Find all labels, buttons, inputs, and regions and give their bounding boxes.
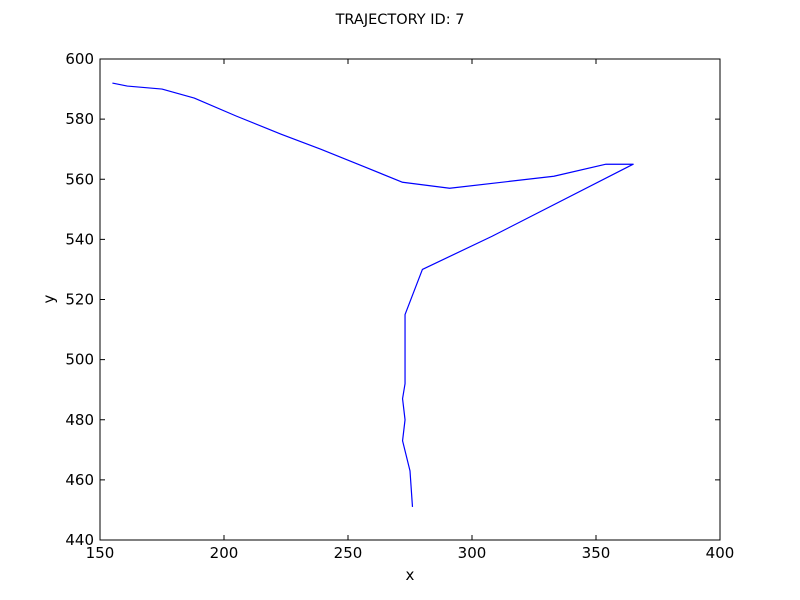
y-axis-title: y [40, 294, 58, 303]
y-tick-label: 520 [65, 291, 94, 309]
y-tick-label: 560 [65, 170, 94, 188]
x-axis-ticks: 150 200 250 300 350 400 [86, 59, 735, 562]
series-layer [112, 82, 634, 507]
y-tick-label: 460 [65, 471, 94, 489]
y-tick-label: 440 [65, 531, 94, 549]
y-tick-label: 540 [65, 230, 94, 248]
y-tick-label: 500 [65, 351, 94, 369]
x-axis-title: x [406, 566, 415, 584]
chart-title: TRAJECTORY ID: 7 [335, 12, 465, 28]
x-tick-label: 300 [458, 544, 487, 562]
y-tick-label: 600 [65, 50, 94, 68]
x-tick-label: 150 [86, 544, 115, 562]
x-tick-label: 400 [706, 544, 735, 562]
x-tick-label: 200 [210, 544, 239, 562]
y-axis-ticks: 440 460 480 500 520 540 560 580 600 [65, 50, 720, 549]
trajectory-line-0 [112, 82, 634, 507]
y-tick-label: 480 [65, 411, 94, 429]
x-tick-label: 250 [334, 544, 363, 562]
x-tick-label: 350 [582, 544, 611, 562]
y-tick-label: 580 [65, 110, 94, 128]
